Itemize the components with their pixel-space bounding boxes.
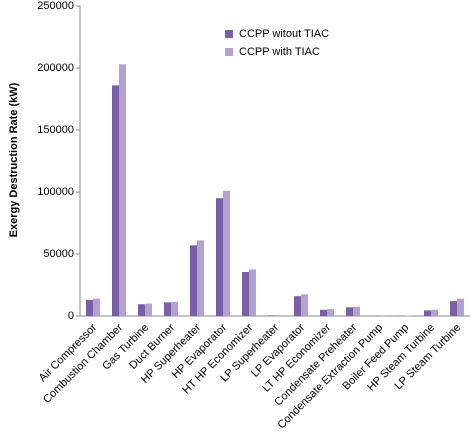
y-tick-label: 150000 <box>37 124 74 136</box>
bar <box>353 306 360 316</box>
bar <box>119 64 126 316</box>
bar <box>164 302 171 316</box>
bar <box>197 240 204 316</box>
y-tick-label: 100000 <box>37 186 74 198</box>
bar <box>450 301 457 316</box>
bar <box>424 310 431 316</box>
y-tick-label: 250000 <box>37 0 74 12</box>
bar <box>431 309 438 316</box>
legend-swatch <box>225 48 233 56</box>
y-axis-label: Exergy Destruction Rate (kW) <box>8 82 20 237</box>
bar <box>138 304 145 316</box>
bar <box>275 315 282 316</box>
y-tick-label: 200000 <box>37 62 74 74</box>
bar <box>93 298 100 316</box>
legend-swatch <box>225 30 233 38</box>
bar <box>346 307 353 316</box>
bar <box>216 198 223 316</box>
bar <box>112 85 119 316</box>
bar <box>320 309 327 316</box>
y-tick-label: 50000 <box>43 248 74 260</box>
bar <box>145 303 152 316</box>
bar <box>268 315 275 316</box>
bar <box>294 296 301 316</box>
bar <box>327 309 334 316</box>
bar <box>86 299 93 316</box>
bar <box>223 190 230 316</box>
bar <box>190 245 197 316</box>
bar <box>457 298 464 316</box>
bar <box>171 301 178 316</box>
bar <box>242 271 249 316</box>
bar <box>249 269 256 316</box>
legend-label: CCPP with TIAC <box>239 46 320 58</box>
bar <box>301 294 308 316</box>
y-tick-label: 0 <box>68 310 74 322</box>
legend-label: CCPP witout TIAC <box>239 28 329 40</box>
